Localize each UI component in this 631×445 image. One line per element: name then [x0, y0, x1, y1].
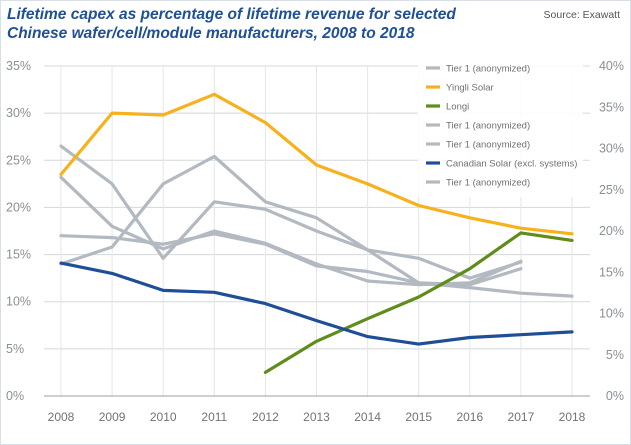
y-tick-label-right: 0%: [606, 389, 624, 403]
x-tick-label: 2009: [99, 410, 126, 424]
x-tick-label: 2012: [252, 410, 279, 424]
x-tick-label: 2017: [508, 410, 535, 424]
y-tick-label-right: 20%: [599, 224, 624, 238]
y-tick-label-right: 10%: [599, 307, 624, 321]
legend: Tier 1 (anonymized) Yingli Solar Longi Tier…: [418, 56, 583, 197]
y-tick-label-right: 5%: [606, 348, 624, 362]
legend-label: Yingli Solar: [446, 83, 494, 94]
legend-label: Tier 1 (anonymized): [446, 121, 530, 132]
legend-label: Tier 1 (anonymized): [446, 64, 530, 75]
chart-title-line-2: Chinese wafer/cell/module manufacturers,…: [7, 25, 415, 42]
x-axis: 2008 2009 2010 2011 2012 2013 2014 2015 2016 2017…: [44, 395, 590, 424]
x-tick-label: 2013: [303, 410, 330, 424]
chart-title-line-1: Lifetime capex as percentage of lifetime…: [7, 6, 456, 23]
series-line-tier-1-anonymized-6: [59, 232, 574, 298]
x-tick-label: 2018: [559, 410, 586, 424]
left-axis: 0% 5% 10% 15% 20% 25% 30% 35%: [6, 59, 31, 403]
y-tick-label-right: 30%: [599, 142, 624, 156]
y-tick-label-right: 35%: [599, 100, 624, 114]
right-axis: 0% 5% 10% 15% 20% 25% 30% 35% 40%: [599, 59, 624, 403]
x-tick-label: 2015: [405, 410, 432, 424]
y-tick-label-left: 25%: [6, 153, 31, 167]
y-tick-label-left: 5%: [6, 342, 24, 356]
series-line-yingli-solar-1: [59, 92, 574, 236]
x-tick-label: 2016: [456, 410, 483, 424]
y-tick-label-right: 40%: [599, 59, 624, 73]
series-layer: [59, 92, 574, 374]
legend-label: Longi: [446, 102, 469, 113]
legend-label: Tier 1 (anonymized): [446, 178, 530, 189]
y-tick-label-left: 15%: [6, 248, 31, 262]
series-line-canadian-solar-excl-systems-5: [59, 261, 574, 346]
legend-background: [418, 56, 583, 197]
y-tick-label-left: 10%: [6, 295, 31, 309]
chart-title: Lifetime capex as percentage of lifetime…: [7, 5, 527, 43]
y-tick-label-left: 20%: [6, 200, 31, 214]
y-tick-label-left: 35%: [6, 59, 31, 73]
x-tick-label: 2011: [201, 410, 227, 424]
y-tick-label-left: 0%: [6, 389, 24, 403]
x-tick-label: 2010: [150, 410, 177, 424]
series-line-longi-2: [263, 231, 574, 374]
source-note: Source: Exawatt: [543, 9, 620, 21]
legend-label: Canadian Solar (excl. systems): [446, 159, 577, 170]
y-tick-label-left: 30%: [6, 106, 31, 120]
y-tick-label-right: 15%: [599, 265, 624, 279]
y-tick-label-right: 25%: [599, 183, 624, 197]
series-line-tier-1-anonymized-3: [59, 154, 523, 280]
x-tick-label: 2014: [354, 410, 381, 424]
legend-label: Tier 1 (anonymized): [446, 140, 530, 151]
x-tick-label: 2008: [48, 410, 75, 424]
